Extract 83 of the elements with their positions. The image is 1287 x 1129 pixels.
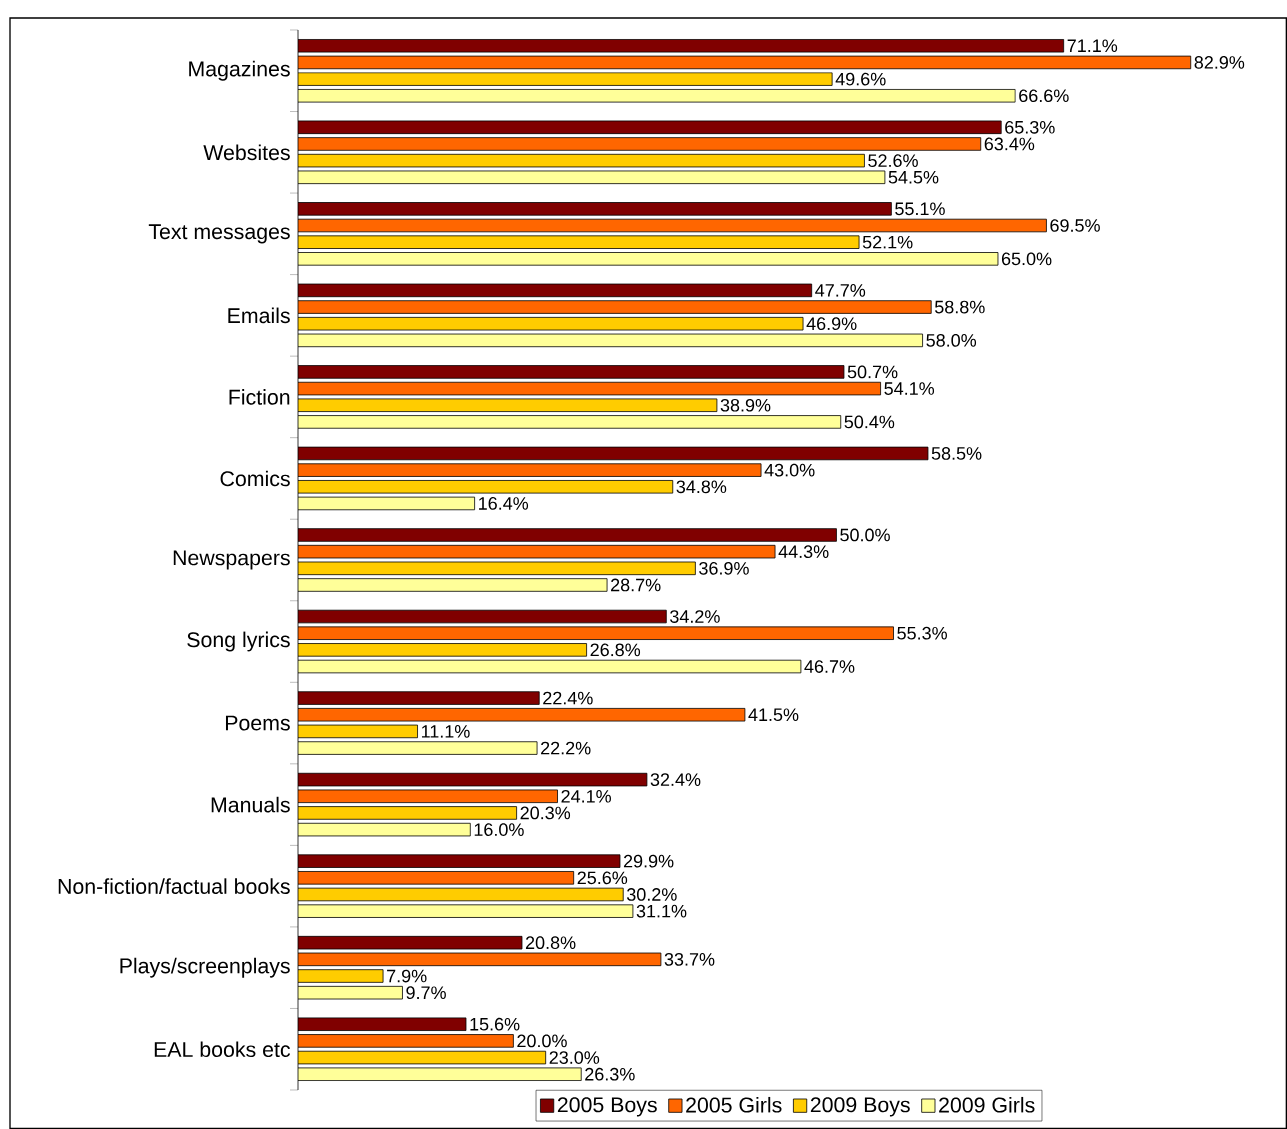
data-label: 71.1% [1067, 39, 1118, 53]
data-label: 43.0% [764, 463, 815, 477]
data-label: 55.1% [895, 202, 945, 216]
data-label: 36.9% [699, 561, 749, 575]
data-label: 20.8% [525, 936, 576, 950]
bar [298, 1034, 514, 1048]
data-label: 20.3% [520, 806, 571, 820]
y-tick-label: Fiction [229, 389, 290, 405]
data-label: 58.5% [931, 447, 982, 460]
data-label: 55.3% [897, 626, 947, 640]
data-label: 25.6% [577, 871, 628, 885]
y-tick-label: Newspapers [173, 550, 290, 570]
data-label: 11.1% [421, 725, 470, 738]
bar [298, 72, 833, 86]
bar [298, 528, 837, 542]
bar [298, 235, 860, 249]
data-label: 22.4% [543, 691, 593, 705]
data-label: 44.3% [778, 545, 829, 559]
y-tick-label: Plays/screenplays [120, 957, 290, 978]
y-tick-label: Comics [220, 470, 290, 487]
data-label: 23.0% [549, 1051, 600, 1064]
data-label: 34.2% [670, 610, 720, 623]
legend-label: 2009 Girls [939, 1096, 1035, 1113]
data-label: 26.3% [585, 1067, 635, 1081]
data-label: 65.0% [1001, 252, 1052, 266]
data-label: 69.5% [1050, 219, 1100, 232]
y-tick-label: Websites [203, 144, 290, 161]
y-tick-label: Emails [228, 307, 290, 324]
bar [298, 806, 518, 820]
bar [298, 969, 384, 983]
data-label: 54.5% [888, 170, 939, 184]
data-label: 52.1% [862, 235, 913, 249]
data-label: 33.7% [664, 952, 715, 966]
data-label: 28.7% [611, 578, 661, 592]
y-tick-label: Non-fiction/factual books [58, 878, 290, 894]
bar [298, 365, 845, 379]
data-label: 58.0% [926, 334, 977, 347]
data-label: 26.8% [590, 643, 641, 657]
y-tick-label: Manuals [211, 796, 290, 813]
data-label: 16.0% [474, 823, 524, 836]
data-label: 15.6% [470, 1017, 520, 1031]
y-tick-label: EAL books etc [154, 1041, 291, 1058]
bar [298, 854, 621, 868]
data-label: 50.7% [847, 365, 898, 379]
data-label: 7.9% [387, 969, 427, 983]
data-label: 52.6% [868, 154, 918, 167]
data-label: 46.7% [804, 660, 855, 673]
y-tick-label: Magazines [189, 60, 290, 81]
bar [298, 137, 982, 151]
data-label: 49.6% [835, 72, 886, 86]
data-label: 63.4% [984, 137, 1035, 151]
data-label: 38.9% [720, 398, 771, 412]
data-label: 29.9% [623, 854, 674, 868]
data-label: 50.0% [840, 528, 890, 542]
y-tick-label: Text messages [148, 224, 290, 244]
data-label: 41.5% [748, 708, 799, 722]
data-label: 58.8% [934, 300, 985, 314]
legend-label: 2005 Girls [686, 1096, 782, 1113]
bar [298, 691, 540, 705]
y-tick-label: Poems [225, 715, 290, 731]
data-label: 50.4% [844, 415, 895, 429]
data-label: 47.7% [815, 284, 866, 297]
data-label: 54.1% [884, 382, 935, 395]
bar [298, 643, 588, 657]
data-label: 46.9% [806, 317, 857, 331]
data-label: 65.3% [1005, 120, 1055, 134]
bar [298, 463, 762, 477]
bar [298, 202, 892, 216]
legend-label: 2005 Boys [557, 1097, 657, 1117]
data-label: 22.2% [541, 741, 591, 755]
data-label: 66.6% [1019, 89, 1069, 103]
data-label: 30.2% [626, 888, 677, 901]
bar [298, 300, 932, 314]
legend-label: 2009 Boys [810, 1097, 910, 1117]
data-label: 82.9% [1194, 56, 1245, 69]
data-label: 24.1% [561, 789, 611, 803]
data-label: 34.8% [676, 480, 727, 494]
data-label: 32.4% [650, 773, 701, 786]
data-label: 20.0% [517, 1034, 567, 1048]
y-tick-label: Song lyrics [187, 631, 290, 652]
data-label: 16.4% [479, 497, 529, 510]
data-label: 31.1% [636, 904, 687, 918]
data-label: 9.7% [406, 986, 446, 1000]
